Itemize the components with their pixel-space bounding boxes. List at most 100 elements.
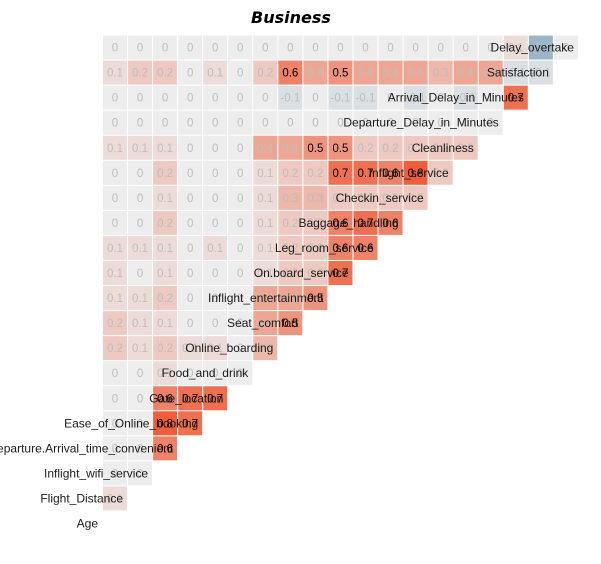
heatmap-cell [453,135,478,160]
heatmap-cell [153,35,178,60]
cell-value-label: 0 [137,118,143,130]
heatmap-cell [103,411,127,436]
cell-value-label: 0 [237,93,243,105]
cell-value-label: 0 [187,68,193,80]
heatmap-cell [503,85,528,110]
heatmap-cell [178,286,203,311]
cell-value-label: 0 [437,118,443,130]
cell-value-label: 0.1 [182,343,198,355]
row-label: On.board_service [254,266,349,280]
row-label: Ease_of_Online_booking [64,416,198,430]
cell-value-label: 0.4 [282,293,299,305]
cell-value-label: 0.3 [307,193,323,205]
heatmap-cell [378,110,403,135]
cell-value-label: 0 [237,243,243,255]
heatmap-cell [103,386,127,411]
heatmap-cell [153,286,178,311]
heatmap-cell [153,185,178,210]
heatmap-cell [228,286,253,311]
cell-value-label: 0.4 [257,318,274,330]
cell-value-label: 0 [212,218,218,230]
heatmap-cell [403,35,428,60]
heatmap-cell [103,311,127,336]
heatmap-cell [303,160,328,185]
cell-value-label: 0 [187,268,193,280]
cell-value-label: 0.2 [383,193,399,205]
heatmap-cell [203,235,228,260]
heatmap-cell [303,35,328,60]
heatmap-cell [303,85,328,110]
heatmap-cell [353,135,378,160]
cell-value-label: 0.4 [483,68,500,80]
heatmap-cell [203,85,228,110]
heatmap-cell [128,135,153,160]
cell-value-label: 0.5 [282,318,298,330]
row-label: Satisfaction [487,66,549,80]
heatmap-cell [303,60,328,85]
cell-value-label: 0 [312,43,318,55]
heatmap-cell [153,210,178,235]
row-label: Food_and_drink [162,366,250,380]
cell-value-label: 0.1 [257,168,273,180]
cell-value-label: 0 [162,43,168,55]
cell-value-label: 0 [237,118,243,130]
cell-value-label: 0.4 [383,68,400,80]
variable-labels: Age Flight_Distance Inflight_wifi_service D… [0,41,574,531]
heatmap-cell [253,35,278,60]
heatmap-cell [278,261,303,285]
heatmap-cell [203,185,228,210]
heatmap-cell [253,210,278,235]
heatmap-cell [228,60,253,85]
heatmap-cell [253,110,278,135]
cell-value-label: 0.6 [157,443,173,455]
heatmap-cell [253,261,278,285]
cell-value-label: 0 [387,118,393,130]
cell-value-label: 0.6 [383,218,399,230]
cell-value-label: 0.2 [307,268,323,280]
heatmap-cell [278,160,303,185]
cell-value-label: 0.2 [433,168,449,180]
cell-value-label: 0 [262,118,268,130]
heatmap-cell [303,185,328,210]
cell-value-label: 0.4 [458,68,475,80]
heatmap-cell [153,261,178,285]
heatmap-cell [528,60,553,85]
cell-value-label: 0 [137,393,143,405]
heatmap-cell [353,60,378,85]
cell-value-label: -0.1 [356,93,376,105]
cell-value-label: 0 [137,218,143,230]
cell-value-label: 0.2 [307,243,323,255]
heatmap-cells: 0.1 0 0 0 0 0.6 0 0 0.8 0.7 0 0 0.6 0.7 0.7 0 0 0.1 0 0 0 0.2… [103,35,578,511]
heatmap-cell [153,110,178,135]
heatmap-cell [128,461,153,486]
cell-value-label: 0 [337,43,343,55]
cell-value-label: 0 [312,93,318,105]
heatmap-cell [128,110,153,135]
cell-value-label: 0 [237,368,243,380]
heatmap-cell [128,210,153,235]
heatmap-cell [203,35,228,60]
heatmap-cell [103,110,127,135]
row-label: Arrival_Delay_in_Minutes [388,91,524,105]
cell-value-label: 0 [112,418,118,430]
cell-value-label: 0 [387,93,393,105]
row-label: Gate_location [149,391,223,405]
row-label: Departure.Arrival_time_convenient [0,441,174,455]
cell-value-label: 0 [187,118,193,130]
cell-value-label: 0 [187,318,193,330]
heatmap-cell [103,436,127,461]
heatmap-cell [303,110,328,135]
cell-value-label: 0.6 [383,168,399,180]
heatmap-cell [478,110,503,135]
cell-value-label: 0 [187,243,193,255]
heatmap-cell [203,311,228,336]
cell-value-label: 0.6 [157,393,173,405]
cell-value-label: 0 [212,93,218,105]
cell-value-label: 0.1 [107,293,123,305]
cell-value-label: 0 [462,43,468,55]
row-label: Online_boarding [185,341,273,355]
cell-value-label: 0.2 [157,293,173,305]
cell-value-label: 0.5 [307,143,323,155]
cell-value-label: 0.1 [132,318,148,330]
cell-value-label: -0.1 [331,93,351,105]
